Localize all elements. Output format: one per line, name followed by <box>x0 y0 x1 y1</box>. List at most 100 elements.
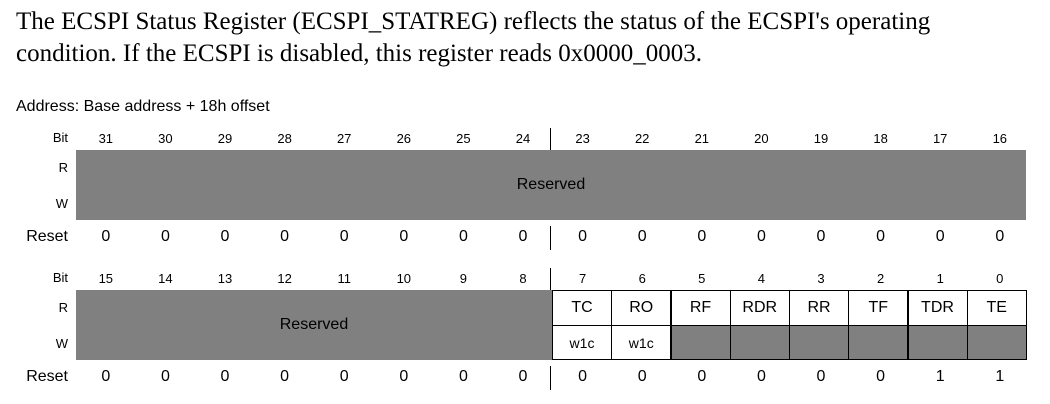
field-tc-write: w1c <box>552 325 612 360</box>
bit-number: 13 <box>217 271 233 286</box>
byte-divider <box>550 226 551 250</box>
bit-number: 2 <box>876 271 885 286</box>
reset-value: 0 <box>995 228 1005 245</box>
byte-divider <box>550 268 551 290</box>
field-rf-read: RF <box>670 290 731 326</box>
reserved-field-lower: Reserved <box>76 290 552 360</box>
field-rr-read: RR <box>789 290 849 326</box>
bit-label: Bit <box>52 270 68 285</box>
field-tf-write <box>848 325 909 360</box>
byte-divider <box>550 366 551 390</box>
field-tc-read: TC <box>552 290 612 326</box>
field-ro-write: w1c <box>611 325 672 360</box>
bit-number: 29 <box>217 131 233 146</box>
bit-number: 9 <box>459 271 467 286</box>
intro-text: The ECSPI Status Register (ECSPI_STATREG… <box>16 8 931 67</box>
field-tdr-read: TDR <box>907 290 968 326</box>
bit-number: 24 <box>515 131 531 146</box>
register-upper-half: Bit 31 30 29 28 27 26 25 24 23 22 21 20 19 18 17 16 R W… <box>16 128 1026 252</box>
reset-value: 0 <box>816 368 826 385</box>
reset-value: 0 <box>756 228 766 245</box>
field-te-write <box>966 325 1027 360</box>
reset-value: 0 <box>280 368 290 385</box>
write-label: W <box>55 336 68 351</box>
reset-value: 0 <box>876 228 886 245</box>
field-rdr-write <box>729 325 790 360</box>
bit-number: 12 <box>277 271 292 286</box>
reserved-label: Reserved <box>516 176 586 193</box>
bit-number: 17 <box>932 131 948 146</box>
bit-number: 4 <box>757 271 765 286</box>
reset-value: 0 <box>518 228 528 245</box>
reset-value: 0 <box>160 368 170 385</box>
bit-number: 31 <box>98 131 114 146</box>
reset-value: 0 <box>160 228 170 245</box>
reset-value: 0 <box>220 368 230 385</box>
bit-number: 1 <box>936 271 944 286</box>
field-rdr-read: RDR <box>729 290 790 326</box>
reset-value: 0 <box>339 368 349 385</box>
reset-value: 0 <box>816 228 826 245</box>
reset-value: 0 <box>339 228 349 245</box>
field-te-read: TE <box>966 290 1027 326</box>
reset-row-lower: Reset 0 0 0 0 0 0 0 0 0 0 0 0 0 0 1 1 <box>16 366 1026 390</box>
reset-label: Reset <box>26 368 68 385</box>
reset-value: 0 <box>637 368 647 385</box>
bit-number: 7 <box>578 271 587 286</box>
bit-label: Bit <box>52 130 68 145</box>
reset-row-upper: Reset 0 0 0 0 0 0 0 0 0 0 0 0 0 0 0 0 <box>16 226 1026 250</box>
bit-number: 10 <box>396 271 412 286</box>
field-rf-write <box>670 325 731 360</box>
reset-value: 1 <box>935 368 945 385</box>
byte-divider <box>550 128 551 150</box>
bit-number: 5 <box>698 271 706 286</box>
bit-number: 23 <box>575 131 590 146</box>
reset-value: 0 <box>518 368 528 385</box>
bit-number: 30 <box>158 131 173 146</box>
reset-value: 0 <box>458 368 468 385</box>
reset-value: 0 <box>697 228 707 245</box>
bit-number: 19 <box>813 131 829 146</box>
reset-value: 0 <box>578 368 588 385</box>
reset-value: 0 <box>399 228 409 245</box>
reset-value: 0 <box>637 228 647 245</box>
reserved-label: Reserved <box>279 316 349 333</box>
reserved-field-upper: Reserved <box>76 150 1026 220</box>
reset-value: 0 <box>399 368 409 385</box>
field-ro-read: RO <box>611 290 672 326</box>
bit-number: 22 <box>634 131 650 146</box>
field-tf-read: TF <box>848 290 909 326</box>
bit-number: 28 <box>277 131 292 146</box>
bit-number: 25 <box>456 131 471 146</box>
bit-number: 11 <box>337 271 351 286</box>
reset-value: 0 <box>280 228 290 245</box>
bit-number: 26 <box>396 131 412 146</box>
bit-number: 16 <box>992 131 1008 146</box>
bit-row-upper: Bit 31 30 29 28 27 26 25 24 23 22 21 20 19 18 17 16 <box>16 128 1026 150</box>
field-rr-write <box>789 325 849 360</box>
bit-number: 3 <box>817 271 825 286</box>
reset-value: 0 <box>458 228 468 245</box>
reset-value: 0 <box>101 368 111 385</box>
register-address: Address: Base address + 18h offset <box>16 98 270 115</box>
reset-label: Reset <box>26 228 68 245</box>
reset-value: 0 <box>935 228 945 245</box>
read-label: R <box>58 160 68 175</box>
bit-row-lower: Bit 15 14 13 12 11 10 9 8 7 6 5 4 3 2 1 0 <box>16 268 1026 290</box>
reset-value: 0 <box>101 228 111 245</box>
bit-number: 20 <box>754 131 769 146</box>
bit-number: 0 <box>996 271 1004 286</box>
bit-number: 15 <box>98 271 114 286</box>
bit-number: 6 <box>638 271 646 286</box>
bit-number: 18 <box>873 131 888 146</box>
reset-value: 0 <box>220 228 230 245</box>
bit-number: 8 <box>519 271 527 286</box>
reset-value: 0 <box>876 368 886 385</box>
bit-number: 14 <box>158 271 173 286</box>
reset-value: 0 <box>697 368 707 385</box>
reset-value: 0 <box>756 368 766 385</box>
bit-number: 27 <box>336 131 352 146</box>
write-label: W <box>55 196 68 211</box>
read-label: R <box>58 300 68 315</box>
field-tdr-write <box>907 325 968 360</box>
